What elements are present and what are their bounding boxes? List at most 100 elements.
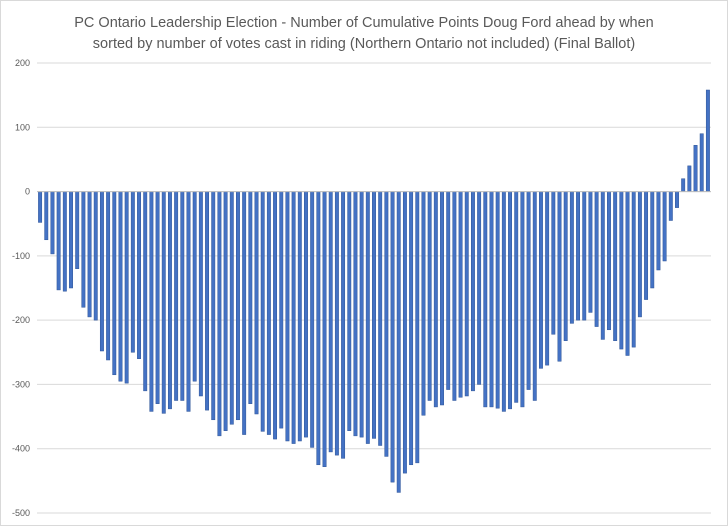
bar-29 — [211, 191, 216, 421]
bar-106 — [687, 165, 692, 192]
bar-91 — [594, 191, 599, 327]
bar-105 — [681, 178, 686, 192]
bar-39 — [273, 191, 278, 440]
bar-50 — [341, 191, 346, 459]
bar-103 — [668, 191, 673, 221]
bar-80 — [526, 191, 531, 390]
bar-47 — [322, 191, 327, 467]
bar-81 — [532, 191, 537, 401]
y-tick-label-5: -300 — [12, 379, 30, 389]
bar-108 — [699, 133, 704, 192]
bar-1 — [38, 191, 43, 223]
bar-7 — [75, 191, 80, 269]
bar-24 — [180, 191, 185, 401]
bar-57 — [384, 191, 389, 457]
bar-21 — [161, 191, 166, 414]
bar-12 — [106, 191, 111, 361]
bar-19 — [149, 191, 154, 412]
bar-41 — [285, 191, 290, 442]
bar-32 — [229, 191, 234, 425]
bar-17 — [137, 191, 141, 359]
y-tick-label-3: -100 — [12, 251, 30, 261]
bar-73 — [483, 191, 488, 408]
bar-96 — [625, 191, 630, 356]
bar-59 — [396, 191, 401, 493]
bar-20 — [155, 191, 160, 404]
bar-4 — [56, 191, 61, 291]
bar-72 — [477, 191, 482, 385]
bar-85 — [557, 191, 562, 362]
bar-61 — [409, 191, 414, 466]
bar-65 — [433, 191, 438, 408]
y-tick-label-4: -200 — [12, 315, 30, 325]
bar-52 — [353, 191, 358, 437]
bars — [38, 89, 710, 493]
bar-18 — [143, 191, 148, 392]
bar-10 — [93, 191, 98, 321]
bar-54 — [365, 191, 370, 444]
y-tick-label-2: 0 — [25, 187, 30, 197]
y-tick-label-7: -500 — [12, 508, 30, 518]
bar-78 — [514, 191, 519, 403]
bar-53 — [359, 191, 364, 438]
bar-11 — [99, 191, 104, 352]
y-tick-label-1: 100 — [15, 122, 30, 132]
bar-44 — [304, 191, 308, 438]
bar-38 — [266, 191, 271, 435]
bar-101 — [656, 191, 661, 271]
bar-35 — [248, 191, 253, 404]
bar-75 — [495, 191, 500, 409]
bar-42 — [291, 191, 296, 444]
bar-70 — [464, 191, 469, 397]
bar-48 — [328, 191, 333, 453]
y-tick-label-6: -400 — [12, 444, 30, 454]
bar-9 — [87, 191, 92, 318]
bar-55 — [372, 191, 376, 439]
bar-30 — [217, 191, 222, 437]
bar-102 — [662, 191, 667, 262]
bar-37 — [260, 191, 265, 432]
bar-60 — [402, 191, 407, 474]
bar-95 — [619, 191, 624, 350]
bar-2 — [44, 191, 49, 241]
bar-51 — [347, 191, 352, 431]
bar-62 — [415, 191, 420, 464]
bar-16 — [130, 191, 135, 353]
bar-89 — [582, 191, 587, 321]
bar-33 — [236, 191, 240, 421]
bar-58 — [390, 191, 395, 483]
chart-title-line-2: sorted by number of votes cast in riding… — [92, 36, 636, 52]
bar-68 — [452, 191, 457, 401]
bar-8 — [81, 191, 86, 308]
bar-43 — [297, 191, 302, 442]
bar-40 — [279, 191, 284, 429]
bar-77 — [508, 191, 512, 410]
bar-66 — [440, 191, 444, 406]
bar-6 — [69, 191, 73, 289]
bar-26 — [192, 191, 197, 382]
bar-69 — [458, 191, 463, 398]
bar-92 — [600, 191, 605, 340]
chart-title: PC Ontario Leadership Election - Number … — [1, 13, 727, 55]
bar-45 — [310, 191, 315, 448]
bar-63 — [421, 191, 426, 416]
bar-28 — [205, 191, 210, 411]
bar-86 — [563, 191, 568, 341]
bar-107 — [693, 145, 698, 192]
chart-title-line-1: PC Ontario Leadership Election - Number … — [74, 15, 654, 31]
bar-79 — [520, 191, 525, 408]
bar-98 — [637, 191, 642, 318]
y-tick-label-0: 200 — [15, 58, 30, 68]
bar-100 — [650, 191, 655, 289]
bar-5 — [62, 191, 67, 292]
bar-76 — [501, 191, 506, 412]
bar-25 — [186, 191, 191, 412]
bar-23 — [174, 191, 179, 401]
bar-34 — [242, 191, 247, 435]
bar-88 — [576, 191, 580, 321]
y-axis-tick-labels: 200 100 0 -100 -200 -300 -400 -500 — [12, 58, 30, 518]
bar-13 — [112, 191, 117, 376]
bar-46 — [316, 191, 321, 466]
bar-99 — [644, 191, 649, 300]
